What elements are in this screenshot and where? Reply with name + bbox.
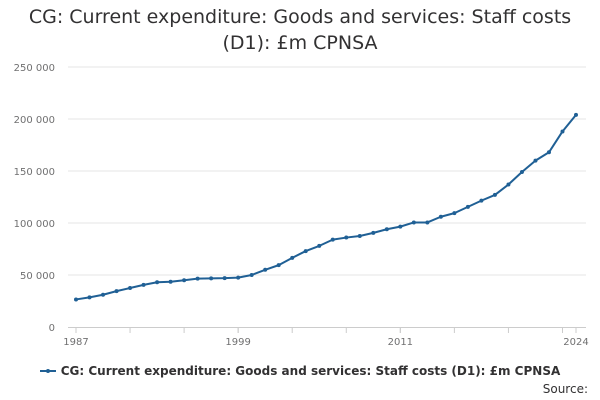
data-point: [492, 192, 497, 197]
y-tick-label: 150 000: [14, 167, 55, 178]
x-tick-label: 2024: [563, 337, 588, 348]
data-point: [506, 182, 511, 187]
x-tick-label: 1987: [63, 337, 88, 348]
data-point: [195, 276, 200, 281]
data-point: [574, 112, 578, 117]
y-tick-label: 200 000: [14, 115, 55, 126]
data-point: [344, 235, 349, 240]
x-tick-label: 2011: [388, 337, 413, 348]
source-label: Source:: [542, 382, 588, 396]
chart-title: CG: Current expenditure: Goods and servi…: [0, 4, 600, 56]
x-tick-label: 1999: [225, 337, 250, 348]
data-point: [479, 198, 484, 203]
legend-series-symbol: [39, 366, 56, 376]
y-tick-label: 50 000: [20, 271, 55, 282]
data-point: [249, 273, 254, 277]
data-point: [101, 292, 106, 297]
series-line: [75, 114, 577, 301]
data-point: [411, 220, 416, 225]
data-point: [438, 214, 443, 219]
data-point: [533, 158, 538, 163]
chart-legend[interactable]: CG: Current expenditure: Goods and servi…: [0, 364, 600, 378]
data-point: [182, 278, 187, 283]
data-point: [87, 295, 92, 300]
data-point: [303, 249, 308, 254]
data-point: [155, 280, 160, 285]
data-point: [384, 227, 389, 232]
y-tick-label: 0: [49, 323, 55, 334]
data-point: [371, 230, 376, 235]
chart-title-line-2: (D1): £m CPNSA: [222, 32, 378, 54]
data-point: [560, 129, 565, 134]
data-point: [465, 204, 470, 209]
chart-title-line-1: CG: Current expenditure: Goods and servi…: [28, 6, 572, 28]
data-point: [330, 237, 335, 242]
data-point: [519, 170, 524, 175]
data-point: [357, 234, 362, 238]
data-point: [114, 289, 119, 294]
data-point: [317, 243, 322, 248]
y-tick-label: 250 000: [14, 63, 55, 74]
data-point: [276, 263, 281, 268]
data-point: [222, 276, 227, 281]
data-point: [209, 276, 214, 281]
legend-series-label: CG: Current expenditure: Goods and servi…: [60, 364, 561, 378]
data-point: [141, 282, 146, 287]
data-point: [452, 211, 457, 216]
data-point: [236, 275, 241, 280]
data-point: [74, 297, 78, 302]
data-point: [263, 267, 268, 272]
data-point: [546, 150, 551, 155]
data-point: [290, 255, 295, 260]
data-point: [128, 286, 133, 290]
data-point: [425, 220, 430, 225]
data-point: [168, 279, 173, 284]
y-tick-label: 100 000: [14, 219, 55, 230]
data-point: [398, 224, 403, 229]
